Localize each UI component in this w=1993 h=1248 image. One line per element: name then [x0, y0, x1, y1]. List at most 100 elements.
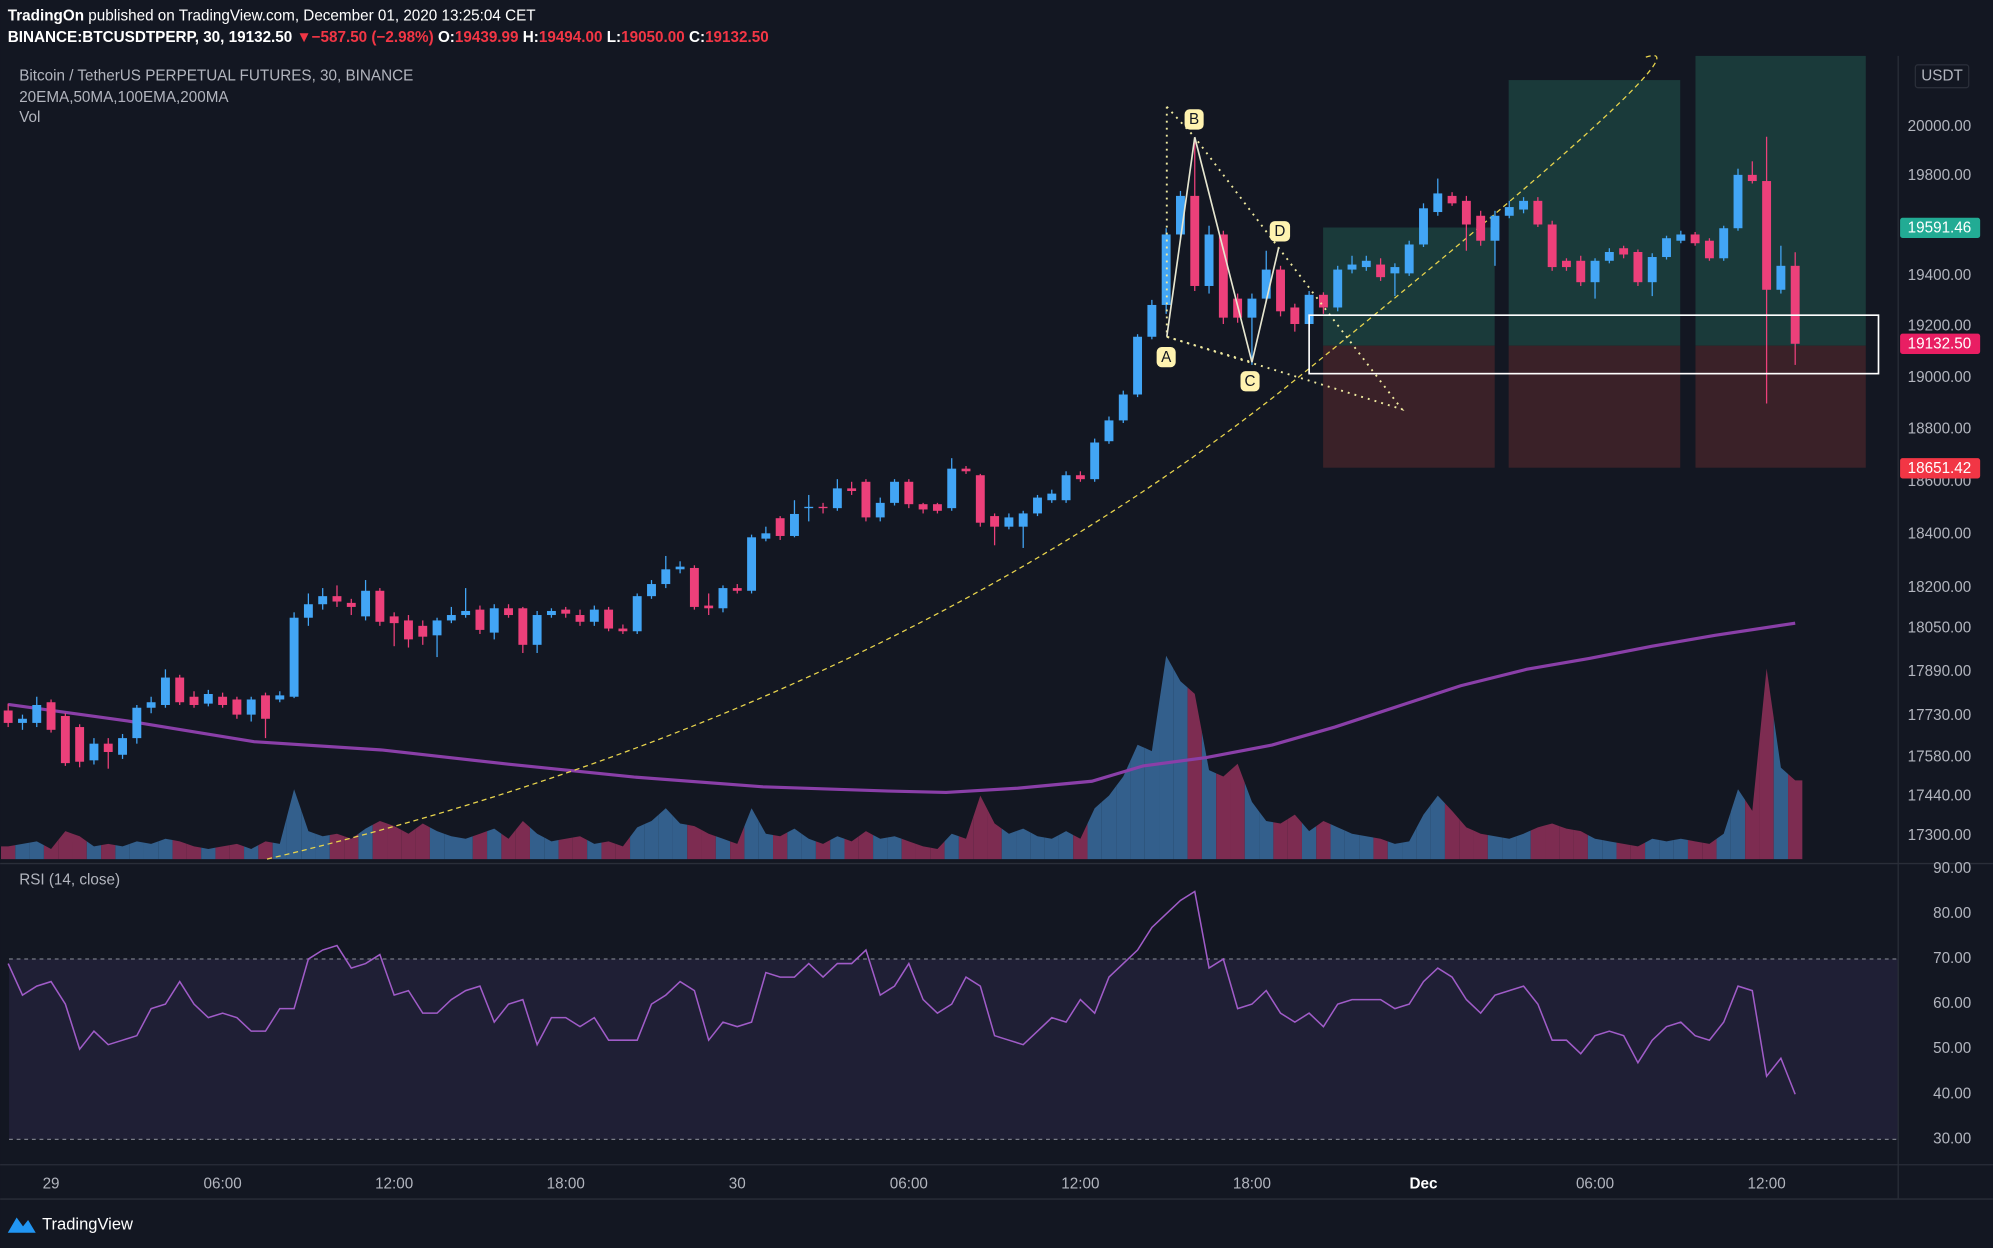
candle-body	[618, 628, 628, 632]
candle-body	[1433, 193, 1443, 213]
c-label: C:	[689, 29, 705, 46]
volume-area	[915, 843, 931, 860]
y-tick-label: 20000.00	[1908, 118, 1972, 135]
volume-area	[115, 843, 130, 860]
pattern-solid	[1165, 137, 1280, 363]
candle-body	[818, 506, 828, 509]
candle-body	[1376, 264, 1386, 278]
volume-area	[815, 840, 831, 860]
candle-body	[504, 608, 513, 616]
candle-body	[160, 677, 170, 705]
volume-area	[1316, 820, 1331, 860]
candle-body	[1762, 181, 1772, 290]
candle-body	[203, 693, 213, 704]
label-bg	[1240, 371, 1260, 392]
volume-area	[844, 836, 859, 860]
volume-area	[1645, 838, 1660, 860]
volume-area	[1001, 828, 1017, 860]
candle-body	[1404, 244, 1414, 274]
volume-area	[1430, 795, 1445, 860]
volume-area	[1101, 786, 1117, 860]
volume-area	[1244, 782, 1260, 860]
candle-body	[1261, 269, 1271, 299]
candle-body	[947, 468, 957, 509]
candle-body	[103, 743, 113, 752]
volume-area	[672, 815, 688, 860]
volume-area	[1716, 811, 1731, 860]
volume-area	[229, 843, 245, 860]
volume-area	[129, 841, 144, 860]
candle-body	[89, 743, 99, 761]
volume-area	[1416, 805, 1431, 860]
candle-body	[761, 533, 771, 539]
candle-body	[1590, 260, 1600, 283]
l-label: L:	[607, 29, 621, 46]
l: 19050.00	[621, 29, 685, 46]
volume-area	[1173, 668, 1188, 860]
candle-body	[1776, 265, 1786, 290]
volume-area	[458, 836, 473, 860]
volume-area	[43, 840, 59, 860]
candle-body	[1633, 252, 1643, 283]
x-tick-label: 30	[729, 1175, 746, 1192]
volume-area	[1602, 840, 1617, 860]
candle-body	[489, 608, 499, 633]
h-label: H:	[523, 29, 539, 46]
candle-body	[1333, 269, 1343, 308]
trend-curve	[266, 54, 1658, 860]
candle-body	[1447, 195, 1457, 204]
volume-area	[143, 841, 159, 860]
volume-area	[1087, 801, 1102, 860]
volume-area	[1730, 789, 1746, 860]
candles	[3, 136, 1800, 769]
candle-body	[1719, 228, 1729, 259]
candle-body	[389, 616, 399, 624]
label-bg	[1184, 109, 1204, 130]
volume-area	[258, 841, 273, 860]
volume-area	[1344, 830, 1360, 860]
y-tick-label: 50.00	[1933, 1040, 1971, 1057]
candle-body	[1190, 195, 1200, 286]
candle-body	[775, 518, 785, 536]
candle-body	[1790, 265, 1800, 344]
volume-area	[1016, 828, 1031, 860]
candle-body	[575, 615, 585, 622]
change: −587.50 (−2.98%)	[312, 29, 434, 46]
candle-body	[318, 596, 328, 605]
volume-area	[658, 808, 673, 860]
candle-body	[1318, 294, 1328, 308]
candle-body	[1147, 304, 1157, 337]
candle-body	[1390, 267, 1400, 274]
h: 19494.00	[539, 29, 603, 46]
candle-body	[1504, 207, 1514, 216]
volume-area	[1130, 744, 1145, 860]
volume-area	[215, 845, 230, 860]
candle-body	[1533, 200, 1543, 225]
y-tick-label: 30.00	[1933, 1130, 1971, 1147]
y-tick-label: 70.00	[1933, 950, 1971, 967]
volume-area	[1373, 837, 1388, 860]
candle-body	[632, 596, 642, 632]
volume-area	[1201, 732, 1217, 860]
candle-body	[1047, 493, 1057, 501]
volume-area	[529, 827, 545, 860]
candle-body	[346, 602, 356, 607]
candle-body	[647, 584, 656, 597]
volume-area	[687, 824, 702, 860]
candle-body	[1604, 252, 1614, 261]
candle-body	[546, 610, 556, 616]
volume-area	[1230, 763, 1245, 860]
candle-body	[146, 702, 156, 708]
candle-body	[18, 718, 27, 723]
volume-area	[987, 809, 1002, 860]
loss-zone	[1323, 345, 1495, 468]
volume-area	[873, 834, 888, 860]
candle-body	[561, 609, 571, 614]
volume-area	[201, 847, 216, 860]
rsi-band	[9, 959, 1898, 1140]
candle-body	[1662, 238, 1671, 258]
volume-area	[901, 838, 916, 860]
volume-area	[487, 828, 502, 860]
candle-body	[704, 605, 714, 609]
volume-area	[172, 840, 187, 860]
